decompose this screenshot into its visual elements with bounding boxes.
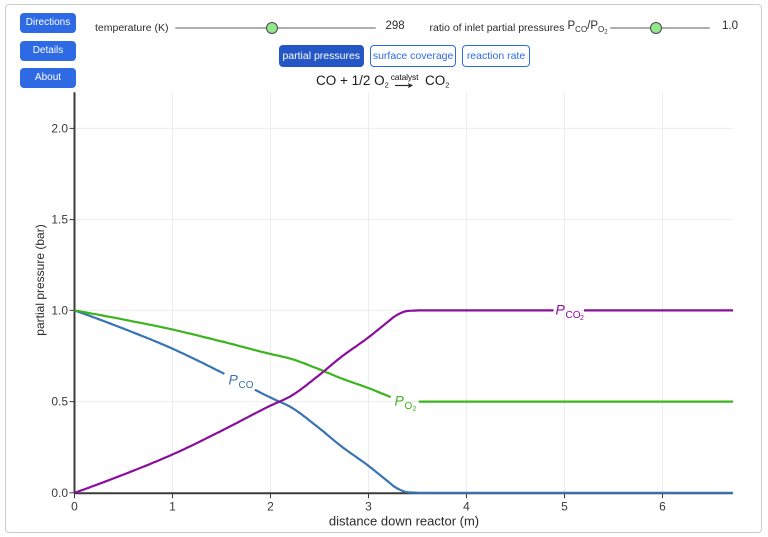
svg-text:5: 5 <box>561 500 568 514</box>
svg-text:4: 4 <box>463 500 470 514</box>
svg-text:P: P <box>229 372 239 388</box>
svg-text:1.0: 1.0 <box>51 303 68 317</box>
svg-text:1: 1 <box>169 500 176 514</box>
svg-text:P: P <box>556 302 566 318</box>
svg-text:partial pressure (bar): partial pressure (bar) <box>33 224 47 335</box>
svg-text:2.0: 2.0 <box>51 121 68 135</box>
svg-text:distance down reactor (m): distance down reactor (m) <box>329 514 479 529</box>
svg-text:2: 2 <box>580 315 584 322</box>
svg-text:2: 2 <box>267 500 274 514</box>
svg-text:CO: CO <box>239 380 254 391</box>
svg-text:0: 0 <box>71 500 78 514</box>
svg-text:2: 2 <box>413 406 417 413</box>
svg-text:0.5: 0.5 <box>51 395 68 409</box>
svg-text:0.0: 0.0 <box>51 486 68 500</box>
svg-text:O: O <box>405 401 413 412</box>
svg-text:P: P <box>395 393 405 409</box>
svg-text:6: 6 <box>659 500 666 514</box>
svg-text:3: 3 <box>365 500 372 514</box>
svg-text:CO: CO <box>566 310 581 321</box>
svg-text:1.5: 1.5 <box>51 213 68 227</box>
